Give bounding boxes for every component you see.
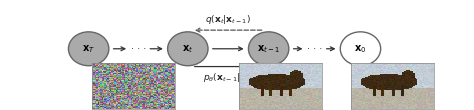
Text: $q(\mathbf{x}_t|\mathbf{x}_{t-1})$: $q(\mathbf{x}_t|\mathbf{x}_{t-1})$: [205, 13, 251, 26]
Text: $\mathbf{x}_0$: $\mathbf{x}_0$: [355, 43, 366, 55]
Text: · · ·: · · ·: [307, 44, 322, 54]
Text: $\mathbf{x}_t$: $\mathbf{x}_t$: [182, 43, 193, 55]
Ellipse shape: [68, 32, 109, 66]
Ellipse shape: [340, 32, 381, 66]
Text: · · ·: · · ·: [131, 44, 146, 54]
Text: $p_\theta(\mathbf{x}_{t-1}|\mathbf{x}_t)$: $p_\theta(\mathbf{x}_{t-1}|\mathbf{x}_t)…: [203, 71, 253, 84]
Text: $\mathbf{x}_T$: $\mathbf{x}_T$: [82, 43, 95, 55]
Ellipse shape: [248, 32, 289, 66]
Ellipse shape: [168, 32, 208, 66]
Text: $\mathbf{x}_{t-1}$: $\mathbf{x}_{t-1}$: [257, 43, 280, 55]
